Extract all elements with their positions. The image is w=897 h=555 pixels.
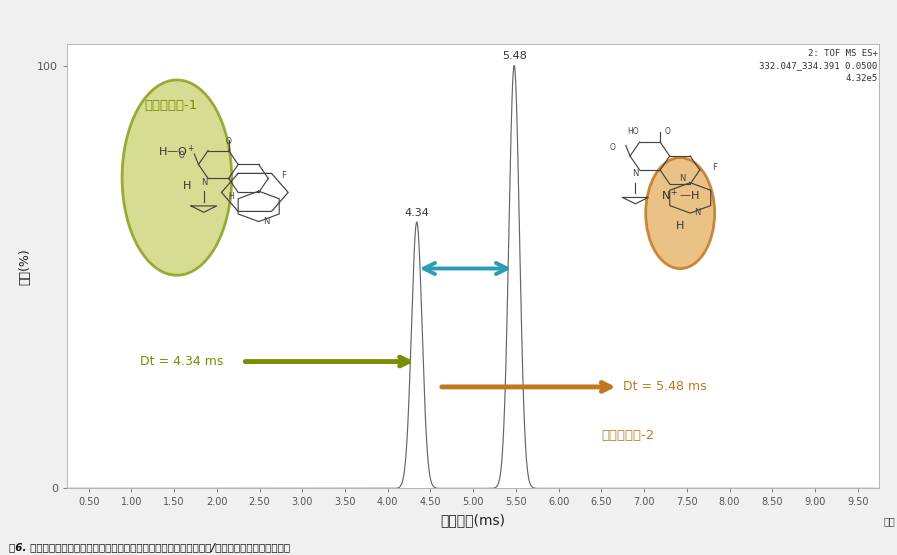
Text: Dt = 4.34 ms: Dt = 4.34 ms: [140, 355, 223, 368]
Text: H—$\mathdefault{O}^+$: H—$\mathdefault{O}^+$: [158, 143, 196, 159]
Text: F: F: [712, 163, 718, 172]
Text: O: O: [610, 143, 616, 152]
Text: N: N: [201, 178, 207, 187]
Text: H: H: [162, 181, 192, 191]
Text: 时间: 时间: [884, 516, 895, 526]
Text: Dt = 5.48 ms: Dt = 5.48 ms: [623, 380, 706, 393]
X-axis label: 漂移时间(ms): 漂移时间(ms): [440, 513, 506, 527]
Text: O: O: [665, 127, 670, 135]
Text: $\mathdefault{N}^+$—H: $\mathdefault{N}^+$—H: [661, 188, 700, 203]
Text: 4.34: 4.34: [405, 208, 429, 218]
Text: 图6. 环丙沙星促进剂的强度与漂移时间，其中突出显示了相应位点的酸/碱基团质子化和漂移时间。: 图6. 环丙沙星促进剂的强度与漂移时间，其中突出显示了相应位点的酸/碱基团质子化…: [9, 542, 290, 552]
Text: 2: TOF MS ES+
332.047_334.391 0.0500
4.32e5: 2: TOF MS ES+ 332.047_334.391 0.0500 4.3…: [759, 49, 877, 83]
Text: N: N: [632, 169, 639, 178]
Text: 质子化位点-1: 质子化位点-1: [144, 99, 197, 112]
Text: O: O: [226, 137, 231, 146]
Text: N: N: [680, 174, 686, 183]
Y-axis label: 强度(%): 强度(%): [19, 248, 31, 285]
Ellipse shape: [646, 158, 715, 269]
Text: N: N: [263, 216, 269, 226]
Ellipse shape: [122, 80, 231, 275]
Text: H: H: [676, 221, 684, 231]
Text: HO: HO: [627, 127, 639, 135]
Text: H: H: [228, 191, 234, 201]
Text: 5.48: 5.48: [501, 51, 527, 61]
Text: F: F: [281, 171, 286, 180]
Text: 质子化位点-2: 质子化位点-2: [601, 429, 655, 442]
Text: N: N: [694, 208, 701, 217]
Text: O: O: [179, 151, 185, 160]
